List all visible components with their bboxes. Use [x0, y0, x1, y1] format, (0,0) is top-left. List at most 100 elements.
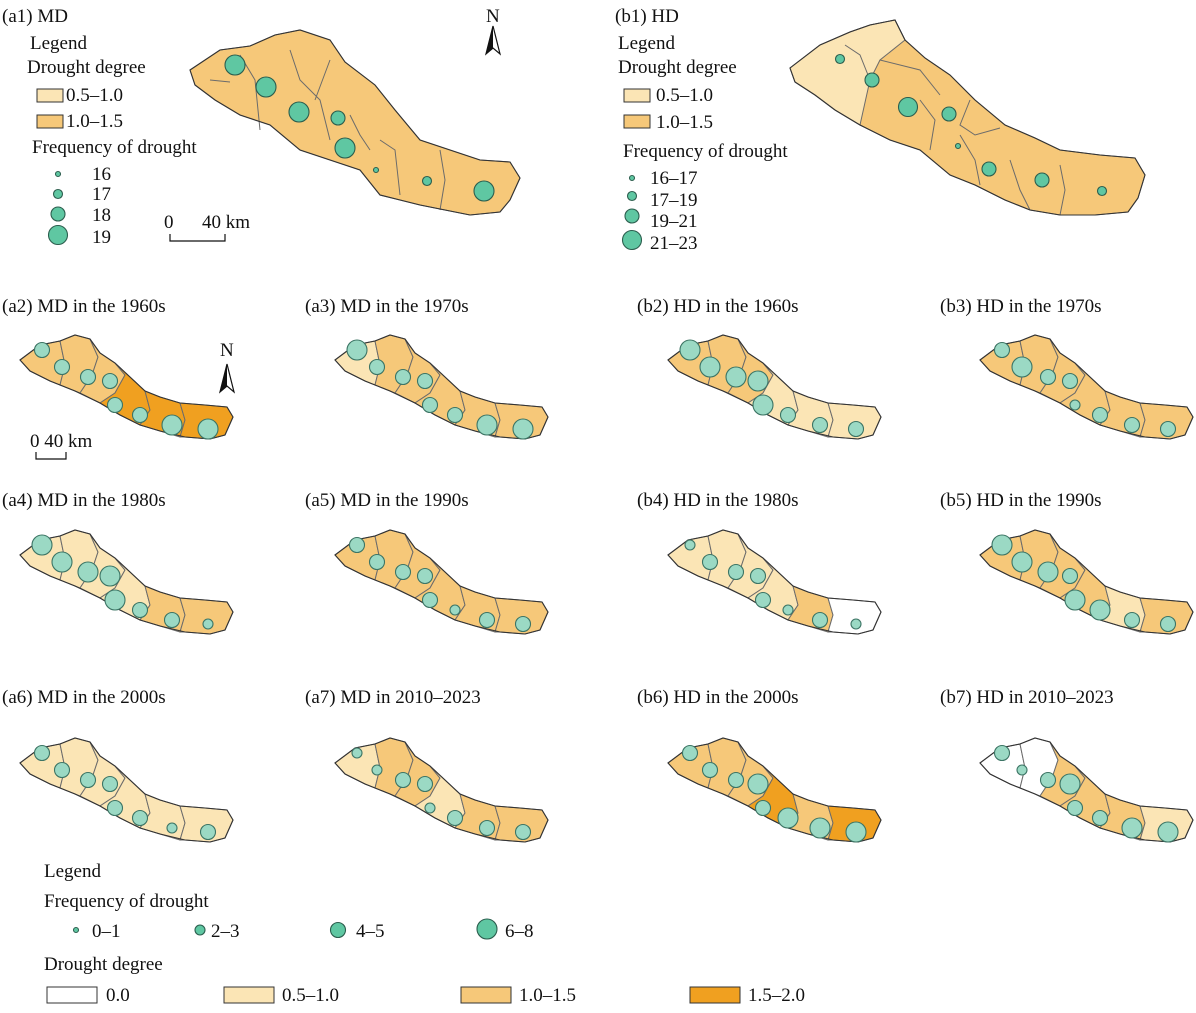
a1-point	[224, 54, 246, 76]
b1-freq-label-2: 17–19	[650, 190, 698, 211]
drought-frequency-point	[752, 394, 774, 416]
a1-freq-symbol-1	[54, 170, 62, 178]
drought-frequency-point	[747, 370, 769, 392]
b1-point	[941, 106, 957, 122]
north-label: N	[220, 340, 234, 361]
drought-frequency-point	[478, 611, 496, 629]
b1-degree-swatch-1	[623, 88, 651, 103]
drought-frequency-point	[31, 534, 53, 556]
a1-freq-symbol-4	[47, 224, 69, 246]
drought-frequency-point	[699, 356, 721, 378]
small-map-title: (b7) HD in 2010–2023	[940, 687, 1114, 708]
small-map-title: (a5) MD in the 1990s	[305, 490, 469, 511]
drought-frequency-point	[779, 406, 797, 424]
small-map-4: (b3) HD in the 1970s	[940, 296, 1194, 440]
a1-freq-label-3: 18	[92, 205, 111, 226]
drought-frequency-point	[991, 534, 1013, 556]
drought-frequency-point	[782, 604, 794, 616]
a1-degree-label-2: 1.0–1.5	[66, 111, 123, 132]
bottom-degree-title: Drought degree	[44, 954, 163, 975]
drought-frequency-point	[449, 604, 461, 616]
drought-frequency-point	[416, 567, 434, 585]
drought-frequency-point	[811, 611, 829, 629]
drought-frequency-point	[1066, 799, 1084, 817]
drought-frequency-point	[346, 339, 368, 361]
b1-freq-label-1: 16–17	[650, 168, 698, 189]
drought-frequency-point	[416, 775, 434, 793]
bottom-freq-symbol-2	[194, 924, 206, 936]
b1-freq-label-3: 19–21	[650, 211, 698, 232]
b1-map	[789, 19, 1146, 216]
b1-freq-title: Frequency of drought	[623, 141, 788, 162]
drought-frequency-point	[701, 761, 719, 779]
drought-frequency-point	[1011, 551, 1033, 573]
drought-frequency-point	[681, 744, 699, 762]
b1-freq-symbol-4	[621, 229, 643, 251]
small-map-10: (a7) MD in 2010–2023	[305, 687, 549, 843]
a1-degree-swatch-1	[36, 88, 64, 103]
drought-frequency-point	[1039, 771, 1057, 789]
small-map-8: (b5) HD in the 1990s	[940, 490, 1194, 635]
a1-point	[255, 76, 277, 98]
b1-point	[1096, 185, 1108, 197]
small-map-title: (b6) HD in the 2000s	[637, 687, 798, 708]
region-outline	[979, 737, 1194, 843]
drought-frequency-point	[371, 764, 383, 776]
a1-freq-label-2: 17	[92, 184, 111, 205]
bottom-legend-title: Legend	[44, 861, 101, 882]
drought-frequency-point	[1061, 372, 1079, 390]
drought-frequency-point	[777, 807, 799, 829]
a1-scale-label: 0 40 km	[164, 212, 250, 233]
drought-frequency-point	[368, 553, 386, 571]
drought-frequency-point	[33, 341, 51, 359]
region-outline	[667, 737, 882, 843]
small-map-title: (a6) MD in the 2000s	[2, 687, 166, 708]
small-map-7: (b4) HD in the 1980s	[637, 490, 882, 635]
drought-frequency-point	[1091, 406, 1109, 424]
small-map-title: (b3) HD in the 1970s	[940, 296, 1101, 317]
scale-bar	[169, 234, 226, 242]
drought-frequency-point	[514, 823, 532, 841]
drought-frequency-point	[104, 589, 126, 611]
drought-frequency-point	[446, 809, 464, 827]
panel-b1-title: (b1) HD	[615, 6, 679, 27]
drought-frequency-point	[1159, 420, 1177, 438]
bottom-freq-symbol-1	[72, 926, 80, 934]
drought-frequency-point	[993, 341, 1011, 359]
drought-frequency-point	[131, 809, 149, 827]
b1-point	[897, 96, 919, 118]
drought-frequency-point	[1059, 773, 1081, 795]
drought-frequency-point	[993, 744, 1011, 762]
drought-frequency-point	[679, 339, 701, 361]
bottom-degree-swatch-2	[223, 986, 275, 1004]
small-map-title: (b4) HD in the 1980s	[637, 490, 798, 511]
drought-frequency-point	[1159, 615, 1177, 633]
region-outline	[979, 529, 1194, 635]
drought-frequency-point	[1016, 764, 1028, 776]
panel-a1: (a1) MD Legend Drought degree 0.5–1.0 1.…	[2, 6, 521, 248]
bottom-freq-title: Frequency of drought	[44, 891, 209, 912]
bottom-freq-symbol-3	[329, 921, 347, 939]
bottom-degree-label-3: 1.0–1.5	[519, 985, 576, 1006]
drought-frequency-point	[394, 771, 412, 789]
b1-degree-label-2: 1.0–1.5	[656, 112, 713, 133]
region-outline	[19, 334, 234, 440]
b1-freq-symbol-1	[628, 174, 636, 182]
drought-frequency-point	[1157, 821, 1179, 843]
drought-frequency-point	[166, 822, 178, 834]
b1-legend-title: Legend	[618, 33, 675, 54]
drought-frequency-point	[725, 366, 747, 388]
small-map-title: (b2) HD in the 1960s	[637, 296, 798, 317]
drought-frequency-point	[106, 396, 124, 414]
a1-freq-symbol-2	[52, 188, 64, 200]
drought-frequency-point	[79, 368, 97, 386]
drought-frequency-point	[394, 563, 412, 581]
drought-frequency-point	[53, 761, 71, 779]
drought-frequency-point	[394, 368, 412, 386]
north-arrow-icon	[485, 25, 501, 55]
region-outline	[667, 334, 882, 440]
small-map-title: (a7) MD in 2010–2023	[305, 687, 481, 708]
small-map-12: (b7) HD in 2010–2023	[940, 687, 1194, 843]
drought-frequency-point	[809, 817, 831, 839]
bottom-legend: Legend Frequency of drought 0–1 2–3 4–5 …	[44, 861, 805, 1006]
